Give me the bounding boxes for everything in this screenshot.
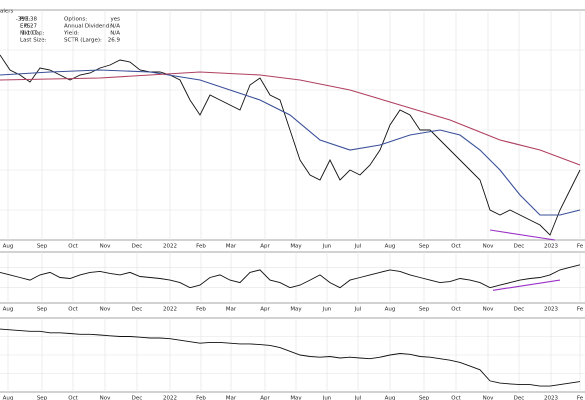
x-tick-label: Dec [132,307,143,313]
x-tick-label: Jun [322,307,332,313]
x-tick-label: Oct [451,244,461,250]
x-tick-label: Nov [100,244,111,250]
series-line [0,71,581,166]
stat-label: Last Size: [20,38,46,44]
x-tick-label: Oct [68,396,78,400]
stat-label: P/E: [20,17,31,23]
x-tick-label: Apr [260,307,270,313]
x-tick-label: Aug [385,396,396,400]
x-tick-label: Fe [577,396,584,400]
x-tick-label: Mar [226,307,237,313]
x-tick-label: Sep [37,307,48,313]
series-line [0,264,581,289]
x-tick-label: May [290,396,302,400]
x-tick-label: Aug [3,396,14,400]
x-tick-label: 2022 [163,244,177,250]
stat-label: SCTR (Large): [64,38,102,44]
x-tick-label: Sep [419,244,430,250]
x-tick-label: Jul [354,307,362,313]
x-tick-label: Sep [37,396,48,400]
x-tick-label: Jun [322,396,332,400]
stat-value: N/A [110,31,120,37]
series-line [0,328,581,387]
stat-label: Options: [64,17,87,23]
x-tick-label: Feb [196,396,206,400]
stat-value: -393.38 [16,17,38,23]
x-tick-label: Dec [132,396,143,400]
x-tick-label: Aug [385,244,396,250]
x-tick-label: Aug [385,307,396,313]
x-tick-label: Apr [260,396,270,400]
x-tick-label: Dec [514,396,525,400]
series-line [492,279,561,291]
x-tick-label: Dec [514,307,525,313]
series-line [0,69,581,216]
stat-label: EPS: [20,24,32,30]
stat-value: 0.27 [25,24,38,30]
x-tick-label: Feb [196,244,206,250]
x-tick-label: Sep [37,244,48,250]
x-tick-label: 2022 [163,396,177,400]
ticker: alers [0,9,14,15]
stat-value: N/A [110,24,120,30]
x-tick-label: Nov [100,307,111,313]
x-tick-label: Sep [419,307,430,313]
x-tick-label: Aug [3,244,14,250]
x-tick-label: 2023 [544,307,558,313]
x-tick-label: Nov [100,396,111,400]
x-tick-label: Fe [577,307,584,313]
x-tick-label: Oct [68,244,78,250]
x-tick-label: 2022 [163,307,177,313]
x-tick-label: Feb [196,307,206,313]
x-tick-label: 2023 [544,244,558,250]
stat-value: 26.9 [108,38,121,44]
x-tick-label: Nov [483,396,494,400]
x-tick-label: 2023 [544,396,558,400]
x-tick-label: May [290,244,302,250]
x-tick-label: Jun [322,244,332,250]
stat-label: Annual Dividend: [64,24,111,30]
stat-label: Yield: [63,31,79,37]
x-tick-label: Apr [260,244,270,250]
x-tick-label: Oct [451,396,461,400]
x-tick-label: Dec [132,244,143,250]
x-tick-label: Dec [514,244,525,250]
x-tick-label: Nov [483,244,494,250]
x-tick-label: Mar [226,396,237,400]
series-line [489,229,556,241]
x-tick-label: Fe [577,244,584,250]
x-tick-label: Aug [3,307,14,313]
x-tick-label: Oct [451,307,461,313]
stat-label: Mkt Cap: [20,31,45,37]
x-tick-label: Sep [419,396,430,400]
stat-value: yes [110,17,120,23]
x-tick-label: Mar [226,244,237,250]
x-tick-label: May [290,307,302,313]
x-tick-label: Jul [354,396,362,400]
x-tick-label: Jul [354,244,362,250]
x-tick-label: Oct [68,307,78,313]
x-tick-label: Nov [483,307,494,313]
stat-value: 1.10T [21,31,37,37]
